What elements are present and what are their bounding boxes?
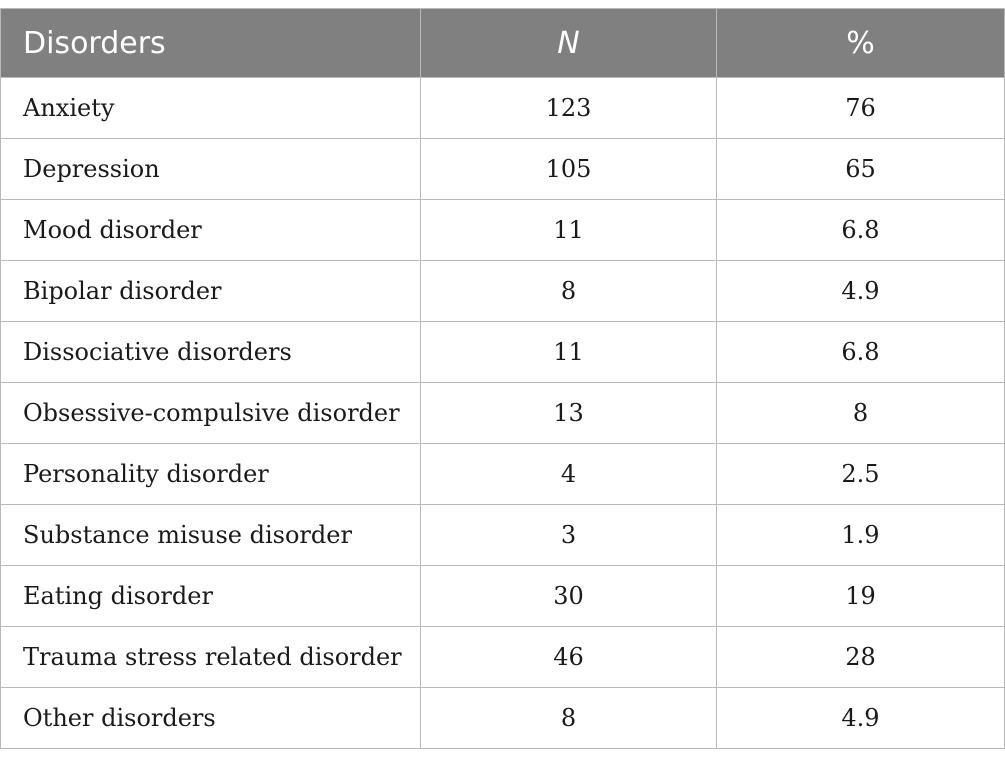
percent-cell: 1.9 bbox=[716, 504, 1005, 566]
n-cell: 123 bbox=[420, 77, 717, 139]
disorder-cell: Obsessive-compulsive disorder bbox=[0, 382, 421, 444]
disorders-table: Disorders N % Anxiety 123 76 Depression … bbox=[0, 8, 1005, 749]
disorder-cell: Trauma stress related disorder bbox=[0, 626, 421, 688]
percent-cell: 2.5 bbox=[716, 443, 1005, 505]
n-cell: 30 bbox=[420, 565, 717, 627]
table-row: Obsessive-compulsive disorder 13 8 bbox=[0, 382, 1005, 444]
table-body: Anxiety 123 76 Depression 105 65 Mood di… bbox=[0, 77, 1005, 749]
table-row: Personality disorder 4 2.5 bbox=[0, 443, 1005, 505]
disorder-cell: Anxiety bbox=[0, 77, 421, 139]
header-n: N bbox=[420, 8, 717, 78]
disorder-cell: Eating disorder bbox=[0, 565, 421, 627]
header-percent: % bbox=[716, 8, 1005, 78]
percent-cell: 76 bbox=[716, 77, 1005, 139]
table-row: Substance misuse disorder 3 1.9 bbox=[0, 504, 1005, 566]
percent-cell: 6.8 bbox=[716, 321, 1005, 383]
header-disorders: Disorders bbox=[0, 8, 421, 78]
n-cell: 105 bbox=[420, 138, 717, 200]
table-row: Bipolar disorder 8 4.9 bbox=[0, 260, 1005, 322]
table-row: Other disorders 8 4.9 bbox=[0, 687, 1005, 749]
table-row: Mood disorder 11 6.8 bbox=[0, 199, 1005, 261]
n-cell: 8 bbox=[420, 260, 717, 322]
disorder-cell: Mood disorder bbox=[0, 199, 421, 261]
percent-cell: 6.8 bbox=[716, 199, 1005, 261]
n-cell: 46 bbox=[420, 626, 717, 688]
table-row: Trauma stress related disorder 46 28 bbox=[0, 626, 1005, 688]
n-cell: 8 bbox=[420, 687, 717, 749]
disorder-cell: Personality disorder bbox=[0, 443, 421, 505]
header-row: Disorders N % bbox=[0, 8, 1005, 78]
percent-cell: 19 bbox=[716, 565, 1005, 627]
disorder-cell: Other disorders bbox=[0, 687, 421, 749]
n-cell: 4 bbox=[420, 443, 717, 505]
table-row: Anxiety 123 76 bbox=[0, 77, 1005, 139]
n-cell: 11 bbox=[420, 199, 717, 261]
disorder-cell: Bipolar disorder bbox=[0, 260, 421, 322]
disorder-cell: Dissociative disorders bbox=[0, 321, 421, 383]
percent-cell: 4.9 bbox=[716, 260, 1005, 322]
disorder-cell: Substance misuse disorder bbox=[0, 504, 421, 566]
table-row: Eating disorder 30 19 bbox=[0, 565, 1005, 627]
disorder-cell: Depression bbox=[0, 138, 421, 200]
percent-cell: 28 bbox=[716, 626, 1005, 688]
percent-cell: 4.9 bbox=[716, 687, 1005, 749]
percent-cell: 65 bbox=[716, 138, 1005, 200]
n-cell: 3 bbox=[420, 504, 717, 566]
percent-cell: 8 bbox=[716, 382, 1005, 444]
table-row: Depression 105 65 bbox=[0, 138, 1005, 200]
n-cell: 11 bbox=[420, 321, 717, 383]
table-row: Dissociative disorders 11 6.8 bbox=[0, 321, 1005, 383]
table-header: Disorders N % bbox=[0, 8, 1005, 78]
n-cell: 13 bbox=[420, 382, 717, 444]
